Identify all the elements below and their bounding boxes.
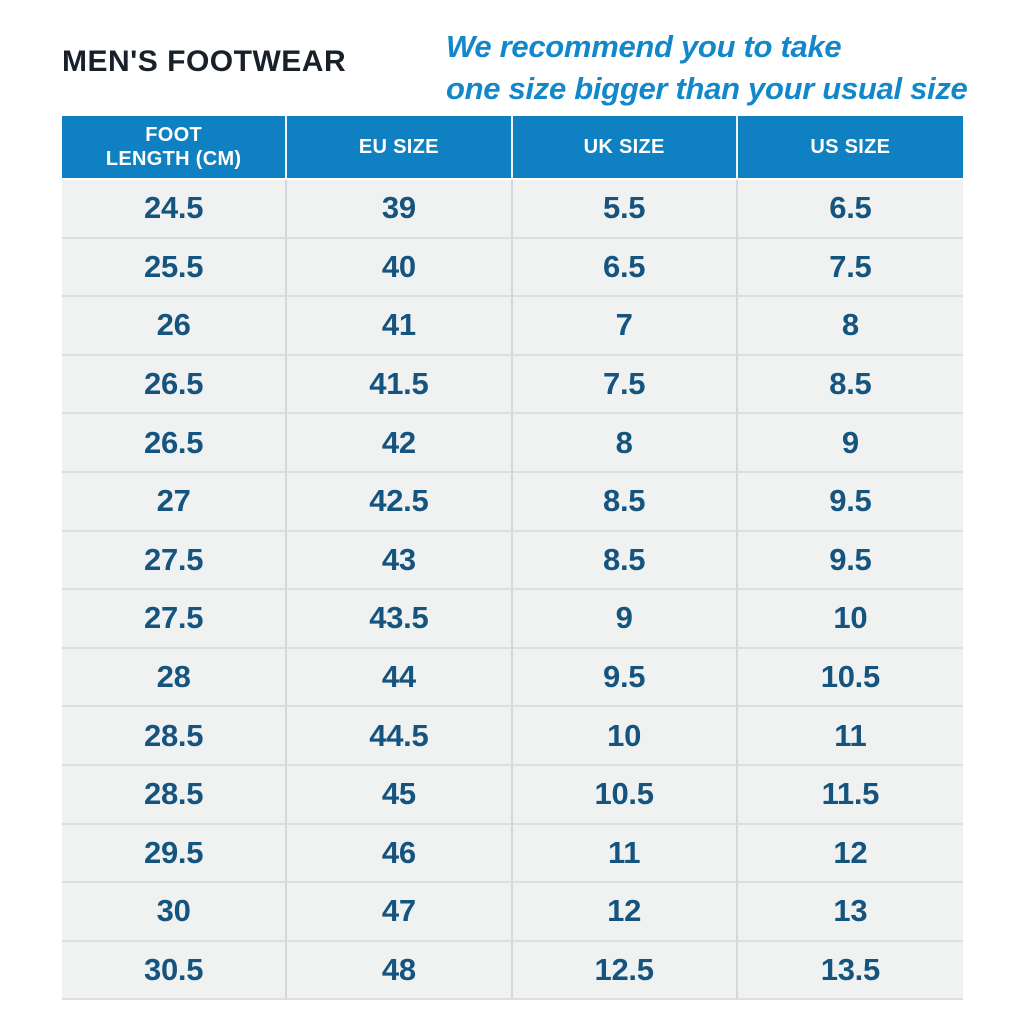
table-cell: 28 [62, 648, 288, 708]
table-cell: 45 [287, 765, 513, 825]
note-line-1: We recommend you to take [446, 29, 842, 64]
table-cell: 7 [512, 297, 738, 356]
table-cell: 13.5 [737, 941, 963, 1001]
table-cell: 26.5 [62, 355, 288, 415]
table-cell: 26 [62, 297, 288, 356]
table-cell: 11.5 [737, 765, 963, 825]
table-cell: 12.5 [512, 941, 738, 1001]
table-row: 26 41 7 8 [62, 297, 963, 356]
table-row: 29.5 46 11 12 [62, 824, 963, 884]
table-cell: 7.5 [512, 355, 738, 415]
table-cell: 47 [287, 883, 513, 942]
table-row: 28.5 45 10.5 11.5 [62, 765, 963, 825]
table-cell: 27.5 [62, 590, 288, 649]
size-recommendation-note: We recommend you to take one size bigger… [446, 26, 968, 110]
table-cell: 44 [287, 648, 513, 708]
table-row: 26.5 42 8 9 [62, 414, 963, 473]
table-row: 30 47 12 13 [62, 883, 963, 942]
table-cell: 40 [287, 238, 513, 298]
table-cell: 9.5 [737, 531, 963, 591]
table-cell: 10.5 [737, 648, 963, 708]
table-cell: 39 [287, 180, 513, 239]
page-title: MEN'S FOOTWEAR [62, 45, 347, 78]
table-cell: 27.5 [62, 531, 288, 591]
column-header-us-size: US SIZE [737, 116, 963, 180]
table-cell: 46 [287, 824, 513, 884]
table-cell: 41 [287, 297, 513, 356]
column-header-uk-size: UK SIZE [512, 116, 738, 180]
header-row: FOOT LENGTH (CM) EU SIZE UK SIZE US SIZE [62, 116, 963, 180]
table-cell: 12 [737, 824, 963, 884]
table-cell: 13 [737, 883, 963, 942]
table-cell: 5.5 [512, 180, 738, 239]
table-cell: 6.5 [737, 180, 963, 239]
table-cell: 9 [737, 414, 963, 473]
table-cell: 10.5 [512, 765, 738, 825]
table-cell: 44.5 [287, 707, 513, 766]
table-cell: 30.5 [62, 941, 288, 1001]
table-row: 27.5 43.5 9 10 [62, 590, 963, 649]
table-cell: 9.5 [737, 472, 963, 532]
table-cell: 10 [737, 590, 963, 649]
table-row: 28 44 9.5 10.5 [62, 648, 963, 708]
table-cell: 30 [62, 883, 288, 942]
table-cell: 24.5 [62, 180, 288, 239]
table-cell: 8.5 [512, 531, 738, 591]
table-row: 30.5 48 12.5 13.5 [62, 941, 963, 1001]
table-cell: 28.5 [62, 707, 288, 766]
table-cell: 9 [512, 590, 738, 649]
table-cell: 8 [512, 414, 738, 473]
table-cell: 7.5 [737, 238, 963, 298]
table-cell: 8.5 [512, 472, 738, 532]
table-cell: 43 [287, 531, 513, 591]
column-header-foot-length: FOOT LENGTH (CM) [62, 116, 288, 180]
table-cell: 27 [62, 472, 288, 532]
table-cell: 25.5 [62, 238, 288, 298]
table-cell: 43.5 [287, 590, 513, 649]
table-cell: 29.5 [62, 824, 288, 884]
table-cell: 6.5 [512, 238, 738, 298]
table-cell: 10 [512, 707, 738, 766]
size-table: FOOT LENGTH (CM) EU SIZE UK SIZE US SIZE… [62, 116, 963, 1001]
table-row: 28.5 44.5 10 11 [62, 707, 963, 766]
table-cell: 9.5 [512, 648, 738, 708]
size-table-body: 24.5 39 5.5 6.5 25.5 40 6.5 7.5 26 41 7 8 26.5 41.5 7.… [62, 180, 963, 1001]
table-cell: 12 [512, 883, 738, 942]
table-cell: 11 [512, 824, 738, 884]
size-table-header: FOOT LENGTH (CM) EU SIZE UK SIZE US SIZE [62, 116, 963, 180]
table-cell: 48 [287, 941, 513, 1001]
table-row: 24.5 39 5.5 6.5 [62, 180, 963, 239]
table-cell: 11 [737, 707, 963, 766]
note-line-2: one size bigger than your usual size [446, 71, 968, 106]
table-row: 27 42.5 8.5 9.5 [62, 472, 963, 532]
table-row: 26.5 41.5 7.5 8.5 [62, 355, 963, 415]
table-cell: 8 [737, 297, 963, 356]
column-header-eu-size: EU SIZE [287, 116, 513, 180]
table-cell: 26.5 [62, 414, 288, 473]
table-cell: 42 [287, 414, 513, 473]
table-row: 25.5 40 6.5 7.5 [62, 238, 963, 298]
table-cell: 41.5 [287, 355, 513, 415]
table-cell: 8.5 [737, 355, 963, 415]
table-row: 27.5 43 8.5 9.5 [62, 531, 963, 591]
table-cell: 42.5 [287, 472, 513, 532]
table-cell: 28.5 [62, 765, 288, 825]
